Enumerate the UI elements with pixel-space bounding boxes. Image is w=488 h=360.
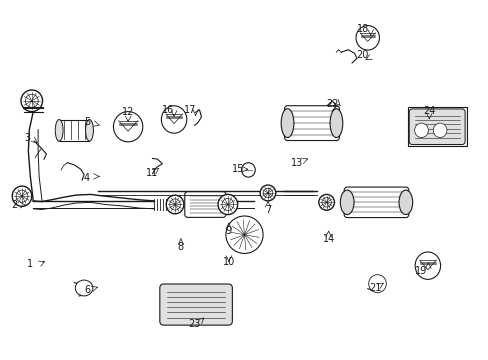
Ellipse shape (260, 185, 275, 201)
Ellipse shape (398, 190, 412, 215)
Bar (407, 107, 466, 146)
Text: 7: 7 (264, 204, 270, 215)
Text: 20: 20 (356, 50, 368, 60)
Ellipse shape (225, 216, 263, 253)
Ellipse shape (432, 123, 446, 138)
Text: 3: 3 (24, 132, 30, 143)
Ellipse shape (25, 94, 38, 107)
Ellipse shape (321, 198, 331, 207)
Ellipse shape (12, 186, 32, 206)
Text: 14: 14 (322, 234, 334, 244)
Ellipse shape (355, 26, 379, 50)
Text: 1: 1 (27, 258, 33, 269)
Text: 2: 2 (12, 200, 18, 210)
FancyBboxPatch shape (284, 106, 339, 140)
Text: 21: 21 (368, 283, 381, 293)
Text: 10: 10 (222, 257, 235, 267)
Text: 4: 4 (84, 173, 90, 183)
Ellipse shape (21, 90, 42, 112)
Text: 11: 11 (145, 168, 158, 178)
Text: 24: 24 (422, 106, 435, 116)
Ellipse shape (55, 120, 63, 141)
Text: 19: 19 (414, 266, 427, 276)
Text: 12: 12 (122, 107, 134, 117)
Ellipse shape (340, 190, 353, 215)
Text: 5: 5 (84, 117, 90, 127)
Text: 6: 6 (84, 285, 90, 295)
Bar (59, 120, 89, 141)
Ellipse shape (113, 112, 142, 142)
Text: 22: 22 (325, 99, 338, 109)
Text: 16: 16 (162, 105, 174, 115)
Text: 17: 17 (183, 105, 196, 115)
Ellipse shape (414, 252, 440, 279)
FancyBboxPatch shape (184, 192, 225, 217)
Ellipse shape (222, 198, 233, 211)
Ellipse shape (16, 190, 28, 202)
Ellipse shape (318, 194, 334, 210)
FancyBboxPatch shape (408, 109, 464, 144)
Text: 13: 13 (290, 158, 303, 168)
Text: 18: 18 (356, 24, 368, 34)
Ellipse shape (329, 109, 342, 138)
Ellipse shape (263, 188, 272, 198)
Ellipse shape (161, 106, 186, 133)
Text: 9: 9 (225, 226, 231, 236)
Ellipse shape (75, 280, 93, 296)
Ellipse shape (218, 194, 237, 215)
Ellipse shape (414, 123, 427, 138)
FancyBboxPatch shape (160, 284, 232, 325)
Text: 23: 23 (188, 319, 201, 329)
Ellipse shape (241, 163, 255, 177)
Ellipse shape (166, 195, 183, 214)
Text: 15: 15 (232, 164, 244, 174)
Ellipse shape (281, 109, 293, 138)
Ellipse shape (85, 120, 93, 141)
Ellipse shape (368, 275, 386, 293)
Text: 8: 8 (178, 242, 183, 252)
FancyBboxPatch shape (344, 187, 408, 217)
Ellipse shape (169, 199, 180, 210)
